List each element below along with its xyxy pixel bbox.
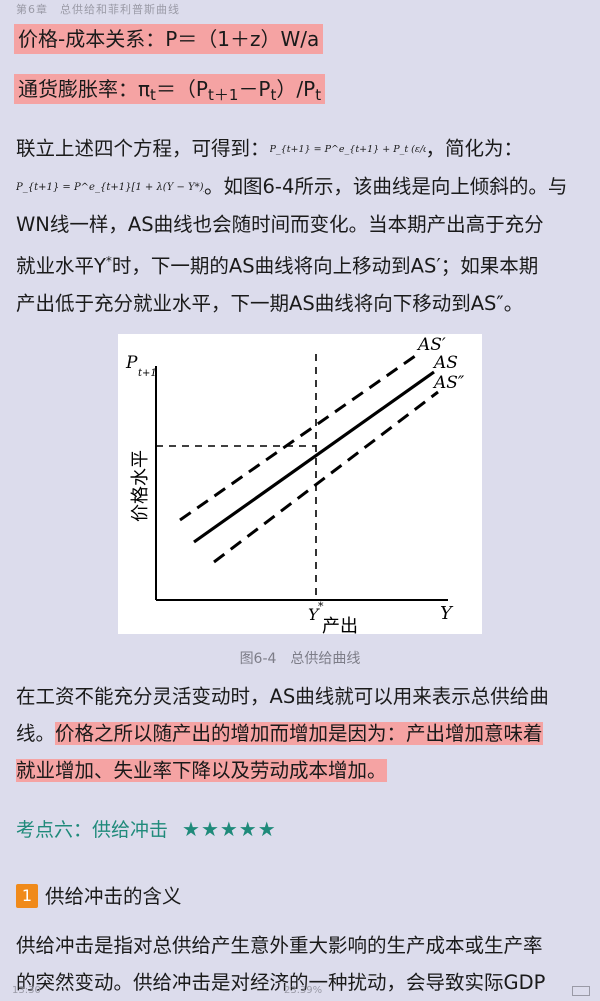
subsection-number-badge: 1: [16, 884, 38, 908]
subsection-title: 供给冲击的含义: [45, 885, 182, 908]
inflation-sub-3: t: [270, 86, 277, 104]
ystar-superscript: *: [105, 254, 112, 268]
para1-line4-tail: 时，下一期的AS曲线将向上移动到AS′；如果本期: [111, 254, 539, 278]
figure-caption: 图6-4 总供给曲线: [239, 651, 361, 667]
battery-icon: [572, 986, 590, 996]
para1-line3: WN线一样，AS曲线也会随时间而变化。当本期产出高于充分: [16, 213, 544, 236]
ystar-label-sup: *: [318, 600, 324, 613]
x-axis-label: 产出: [322, 616, 358, 634]
inflation-sub-4: t: [315, 86, 322, 104]
price-cost-equation: 价格-成本关系：P＝（1＋z）W/a: [14, 24, 324, 54]
paragraph-as-equation: 联立上述四个方程，可得到：P_{t+1} = P^e_{t+1} + P_t (…: [16, 130, 586, 322]
clock-time: 13:30: [12, 985, 41, 996]
para1-line1-text: 联立上述四个方程，可得到：: [16, 137, 270, 160]
curve-label-as: AS: [432, 353, 458, 373]
inflation-text-1: 通货膨胀率：π: [18, 77, 151, 101]
paragraph-supply-shock: 供给冲击是指对总供给产生意外重大影响的生产成本或生产率 的突然变动。供给冲击是对…: [16, 927, 586, 1001]
section-title: 考点六：供给冲击: [16, 819, 169, 841]
price-cost-text: 价格-成本关系：P＝（1＋z）W/a: [18, 27, 320, 51]
para1-line2-text: 。如图6-4所示，该曲线是向上倾斜的。与: [204, 175, 568, 198]
para1-line1: 联立上述四个方程，可得到：P_{t+1} = P^e_{t+1} + P_t (…: [16, 130, 586, 168]
para1-line4-text: 就业水平Y: [16, 254, 106, 278]
para1-line5: 产出低于充分就业水平，下一期AS曲线将向下移动到AS″。: [16, 291, 524, 315]
y-axis-title: P: [125, 353, 138, 373]
inflation-text-4: ）/P: [276, 77, 316, 101]
as-double-prime-curve: [213, 390, 439, 564]
inflation-text-3: －P: [238, 77, 271, 101]
para2-line3: 就业增加、失业率下降以及劳动成本增加。: [16, 752, 586, 789]
running-header: 第6章 总供给和菲利普斯曲线: [16, 3, 180, 16]
para3-line2: 的突然变动。供给冲击是对经济的一种扰动，会导致实际GDP: [16, 971, 546, 994]
reading-progress: 23.39%: [284, 985, 323, 996]
para2-line2-text: 线。: [16, 722, 56, 745]
y-axis-label: 价格水平: [130, 450, 151, 522]
inflation-sub-1: t: [150, 86, 156, 104]
y-axis-subscript: t+1: [138, 368, 157, 379]
as-formula-simplified: P_{t+1} = P^e_{t+1}[1 + λ(Y − Y*)]: [16, 182, 204, 193]
curve-label-as-double-prime: AS″: [432, 373, 465, 393]
para2-line2: 线。价格之所以随产出的增加而增加是因为：产出增加意味着: [16, 715, 586, 752]
importance-stars: ★★★★★: [182, 817, 277, 841]
inflation-text-2: ＝（P: [155, 77, 208, 101]
paragraph-wage-flexibility: 在工资不能充分灵活变动时，AS曲线就可以用来表示总供给曲 线。价格之所以随产出的…: [16, 678, 586, 789]
para1-line4: 就业水平Y*时，下一期的AS曲线将向上移动到AS′；如果本期: [16, 243, 586, 285]
x-axis-title: Y: [440, 603, 454, 624]
ystar-label: Y: [308, 605, 320, 624]
para3-line1: 供给冲击是指对总供给产生意外重大影响的生产成本或生产率: [16, 934, 543, 957]
as-prime-curve: [179, 352, 419, 522]
as-formula-full: P_{t+1} = P^e_{t+1} + P_t (ε/ω)((Y − Y*)…: [269, 144, 426, 155]
reader-status-bar: 13:30 23.39%: [0, 982, 600, 1000]
curve-label-as-prime: AS′: [416, 335, 446, 355]
para2-highlight-2: 就业增加、失业率下降以及劳动成本增加。: [16, 759, 387, 782]
as-curve-diagram: P t+1 价格水平 Y Y * 产出 AS′ AS AS″: [125, 335, 465, 637]
para2-highlight-1: 价格之所以随产出的增加而增加是因为：产出增加意味着: [55, 722, 543, 745]
as-curve: [193, 370, 435, 544]
inflation-equation: 通货膨胀率：πt＝（Pt＋1－Pt）/Pt: [14, 74, 326, 104]
para1-line2: P_{t+1} = P^e_{t+1}[1 + λ(Y − Y*)]。如图6-4…: [16, 168, 586, 206]
para1-line1-tail: ，简化为：: [425, 137, 524, 160]
as-curve-figure: P t+1 价格水平 Y Y * 产出 AS′ AS AS″: [118, 334, 482, 637]
para2-line1: 在工资不能充分灵活变动时，AS曲线就可以用来表示总供给曲: [16, 685, 549, 708]
section-heading: 考点六：供给冲击 ★★★★★: [16, 815, 277, 842]
inflation-sub-2: t＋1: [208, 86, 239, 104]
